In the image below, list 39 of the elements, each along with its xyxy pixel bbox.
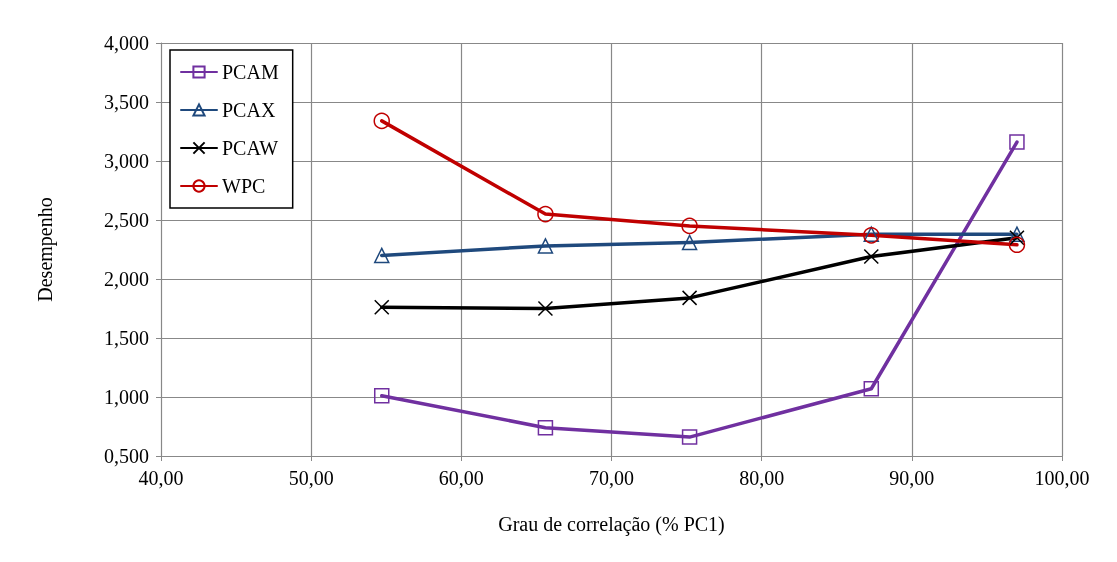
point — [1008, 236, 1026, 254]
point — [537, 300, 554, 317]
point — [1009, 134, 1025, 150]
point — [1009, 229, 1025, 246]
point — [537, 205, 554, 223]
point — [373, 112, 390, 130]
point — [681, 217, 698, 235]
legend-label: PCAX — [222, 99, 276, 121]
x-tick-label: 80,00 — [739, 467, 785, 489]
legend-label: PCAW — [222, 137, 279, 159]
point — [537, 419, 554, 436]
x-tick-label: 100,00 — [1034, 467, 1090, 489]
point — [863, 248, 880, 265]
point — [373, 247, 390, 264]
point — [863, 380, 880, 397]
y-tick-label: 2,000 — [104, 268, 149, 290]
x-tick-label: 70,00 — [589, 467, 634, 489]
x-tick-label: 60,00 — [438, 467, 484, 489]
y-tick-label: 4,000 — [104, 32, 149, 54]
x-tick-label: 50,00 — [288, 467, 334, 489]
legend-label: WPC — [222, 175, 266, 197]
point — [681, 234, 698, 251]
point — [537, 238, 554, 254]
point — [1009, 226, 1025, 242]
x-tick-label: 90,00 — [889, 467, 935, 489]
y-tick-label: 3,500 — [104, 91, 149, 113]
legend-label: PCAM — [222, 61, 279, 83]
point — [681, 290, 698, 306]
y-tick-label: 1,500 — [104, 327, 149, 349]
y-tick-label: 3,000 — [104, 150, 149, 172]
point — [373, 299, 390, 316]
y-tick-label: 1,000 — [104, 386, 149, 408]
point — [373, 388, 390, 404]
x-axis-title: Grau de correlação (% PC1) — [498, 513, 725, 536]
y-tick-label: 2,500 — [104, 209, 149, 231]
y-axis-title: Desempenho — [34, 197, 57, 302]
x-tick-label: 40,00 — [138, 467, 184, 489]
point — [681, 429, 698, 445]
y-tick-label: 0,500 — [104, 445, 149, 467]
